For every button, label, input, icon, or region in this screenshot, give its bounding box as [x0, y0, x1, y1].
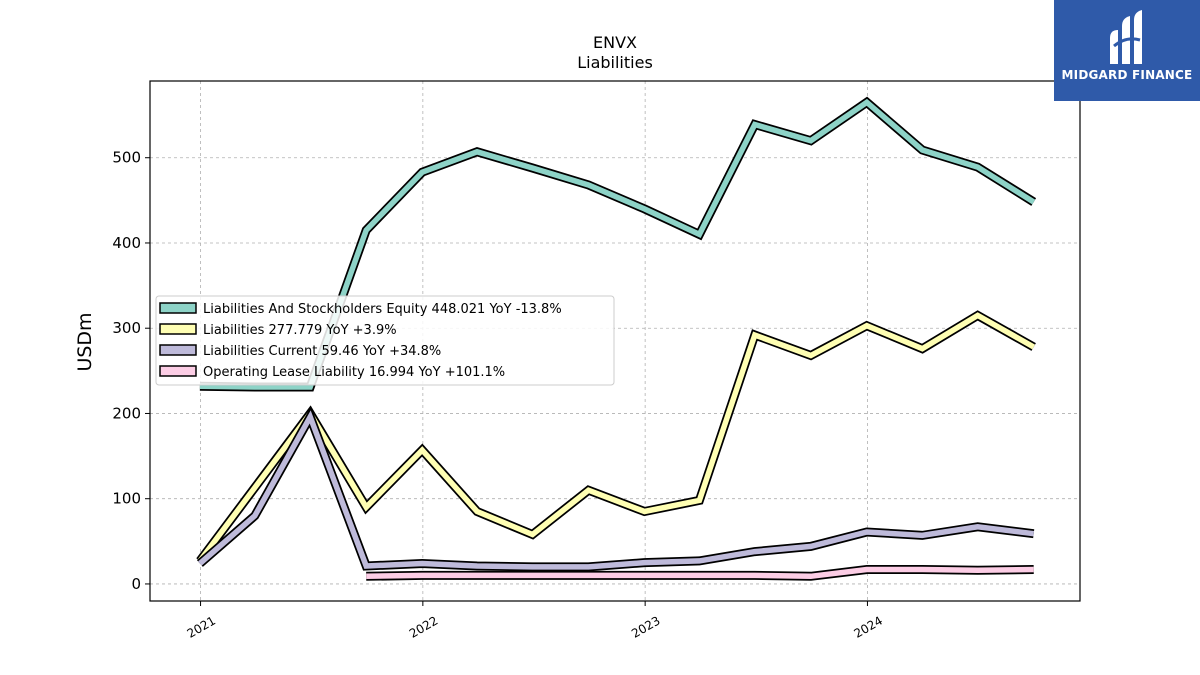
legend-swatch	[159, 365, 197, 377]
legend-swatch	[159, 302, 197, 314]
legend-label: Liabilities Current 59.46 YoY +34.8%	[203, 344, 441, 359]
chart-subtitle: Liabilities	[577, 53, 653, 72]
y-axis: 0 100 200 300 400 500	[112, 149, 150, 593]
legend-label: Liabilities 277.779 YoY +3.9%	[203, 323, 397, 338]
x-tick-label: 2022	[407, 613, 440, 640]
brand-logo-icon	[1110, 10, 1142, 64]
legend-swatch	[159, 344, 197, 356]
legend-label: Liabilities And Stockholders Equity 448.…	[203, 302, 562, 317]
brand-logo: MIDGARD FINANCE	[1054, 0, 1200, 101]
y-tick-label: 400	[112, 234, 141, 252]
series-line	[366, 565, 1034, 581]
chart-title: ENVX	[593, 33, 637, 52]
x-tick-label: 2023	[629, 613, 662, 640]
series-line	[196, 406, 1035, 572]
x-tick-label: 2024	[851, 613, 884, 640]
x-axis: 2021 2022 2023 2024	[185, 601, 885, 641]
series-group	[196, 96, 1037, 581]
legend-swatch	[159, 323, 197, 335]
series-stroke	[366, 566, 1034, 580]
series-stroke	[198, 410, 1035, 570]
legend-label: Operating Lease Liability 16.994 YoY +10…	[203, 365, 505, 380]
x-tick-label: 2021	[185, 613, 218, 640]
series-line	[196, 310, 1036, 564]
y-tick-label: 100	[112, 490, 141, 508]
y-tick-label: 300	[112, 319, 141, 337]
legend-box	[155, 295, 615, 386]
plot-frame	[149, 80, 1081, 602]
y-axis-label: USDm	[74, 312, 96, 371]
y-tick-label: 500	[112, 149, 141, 167]
y-tick-label: 200	[112, 404, 141, 422]
y-tick-label: 0	[131, 575, 141, 593]
series-stroke	[197, 312, 1036, 563]
legend: Liabilities And Stockholders Equity 448.…	[155, 295, 615, 386]
brand-name: MIDGARD FINANCE	[1061, 68, 1193, 82]
